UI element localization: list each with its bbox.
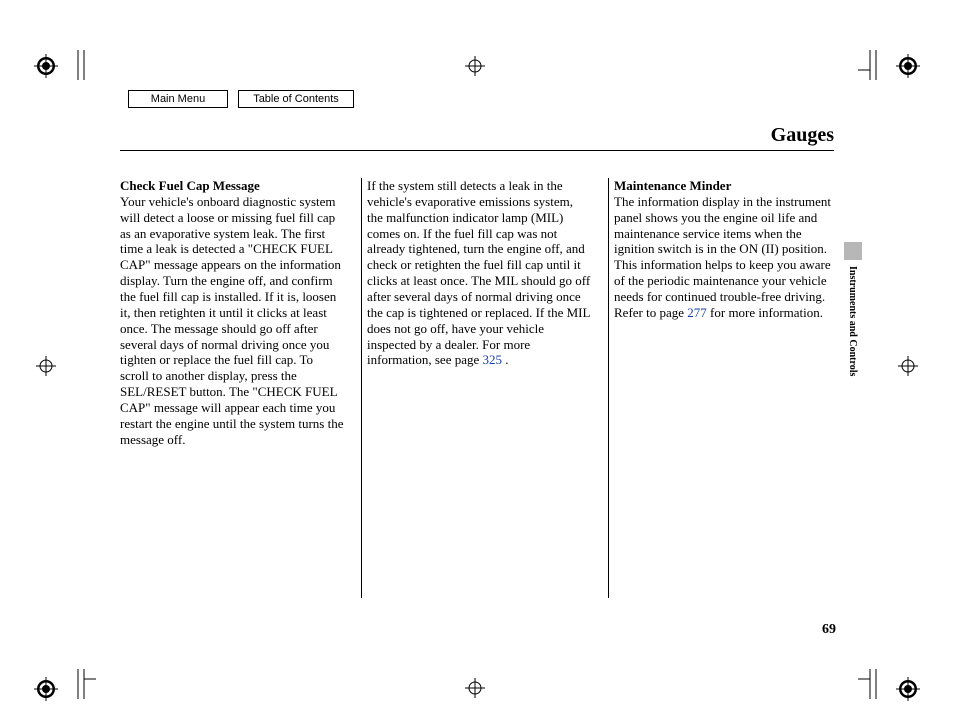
table-of-contents-button[interactable]: Table of Contents xyxy=(238,90,354,108)
col3-body-pre: The information display in the instrumen… xyxy=(614,194,831,320)
col2-body-pre: If the system still detects a leak in th… xyxy=(367,178,590,367)
crop-mark-icon xyxy=(858,50,888,85)
registration-mark-icon xyxy=(896,54,920,78)
column-2: If the system still detects a leak in th… xyxy=(367,178,592,448)
crop-mark-icon xyxy=(66,50,96,85)
registration-mark-icon xyxy=(34,54,58,78)
crop-mark-icon xyxy=(66,669,96,704)
section-tab xyxy=(844,242,862,260)
registration-mark-icon xyxy=(898,356,918,376)
section-label: Instruments and Controls xyxy=(847,266,858,376)
col1-heading: Check Fuel Cap Message xyxy=(120,178,260,193)
registration-mark-icon xyxy=(36,356,56,376)
col3-body-post: for more information. xyxy=(707,305,823,320)
content-columns: Check Fuel Cap Message Your vehicle's on… xyxy=(120,178,840,448)
nav-bar: Main Menu Table of Contents xyxy=(128,90,354,108)
title-rule xyxy=(120,150,834,151)
page-title: Gauges xyxy=(771,124,834,147)
registration-mark-icon xyxy=(465,678,485,698)
page-link-325[interactable]: 325 xyxy=(483,352,503,367)
column-1: Check Fuel Cap Message Your vehicle's on… xyxy=(120,178,345,448)
registration-mark-icon xyxy=(34,677,58,701)
col3-heading: Maintenance Minder xyxy=(614,178,731,193)
registration-mark-icon xyxy=(896,677,920,701)
col1-body: Your vehicle's onboard diagnostic system… xyxy=(120,194,343,447)
col2-body-post: . xyxy=(502,352,509,367)
page-number: 69 xyxy=(822,622,836,638)
column-3: Maintenance Minder The information displ… xyxy=(614,178,839,448)
main-menu-button[interactable]: Main Menu xyxy=(128,90,228,108)
page-link-277[interactable]: 277 xyxy=(687,305,707,320)
crop-mark-icon xyxy=(858,669,888,704)
registration-mark-icon xyxy=(465,56,485,76)
